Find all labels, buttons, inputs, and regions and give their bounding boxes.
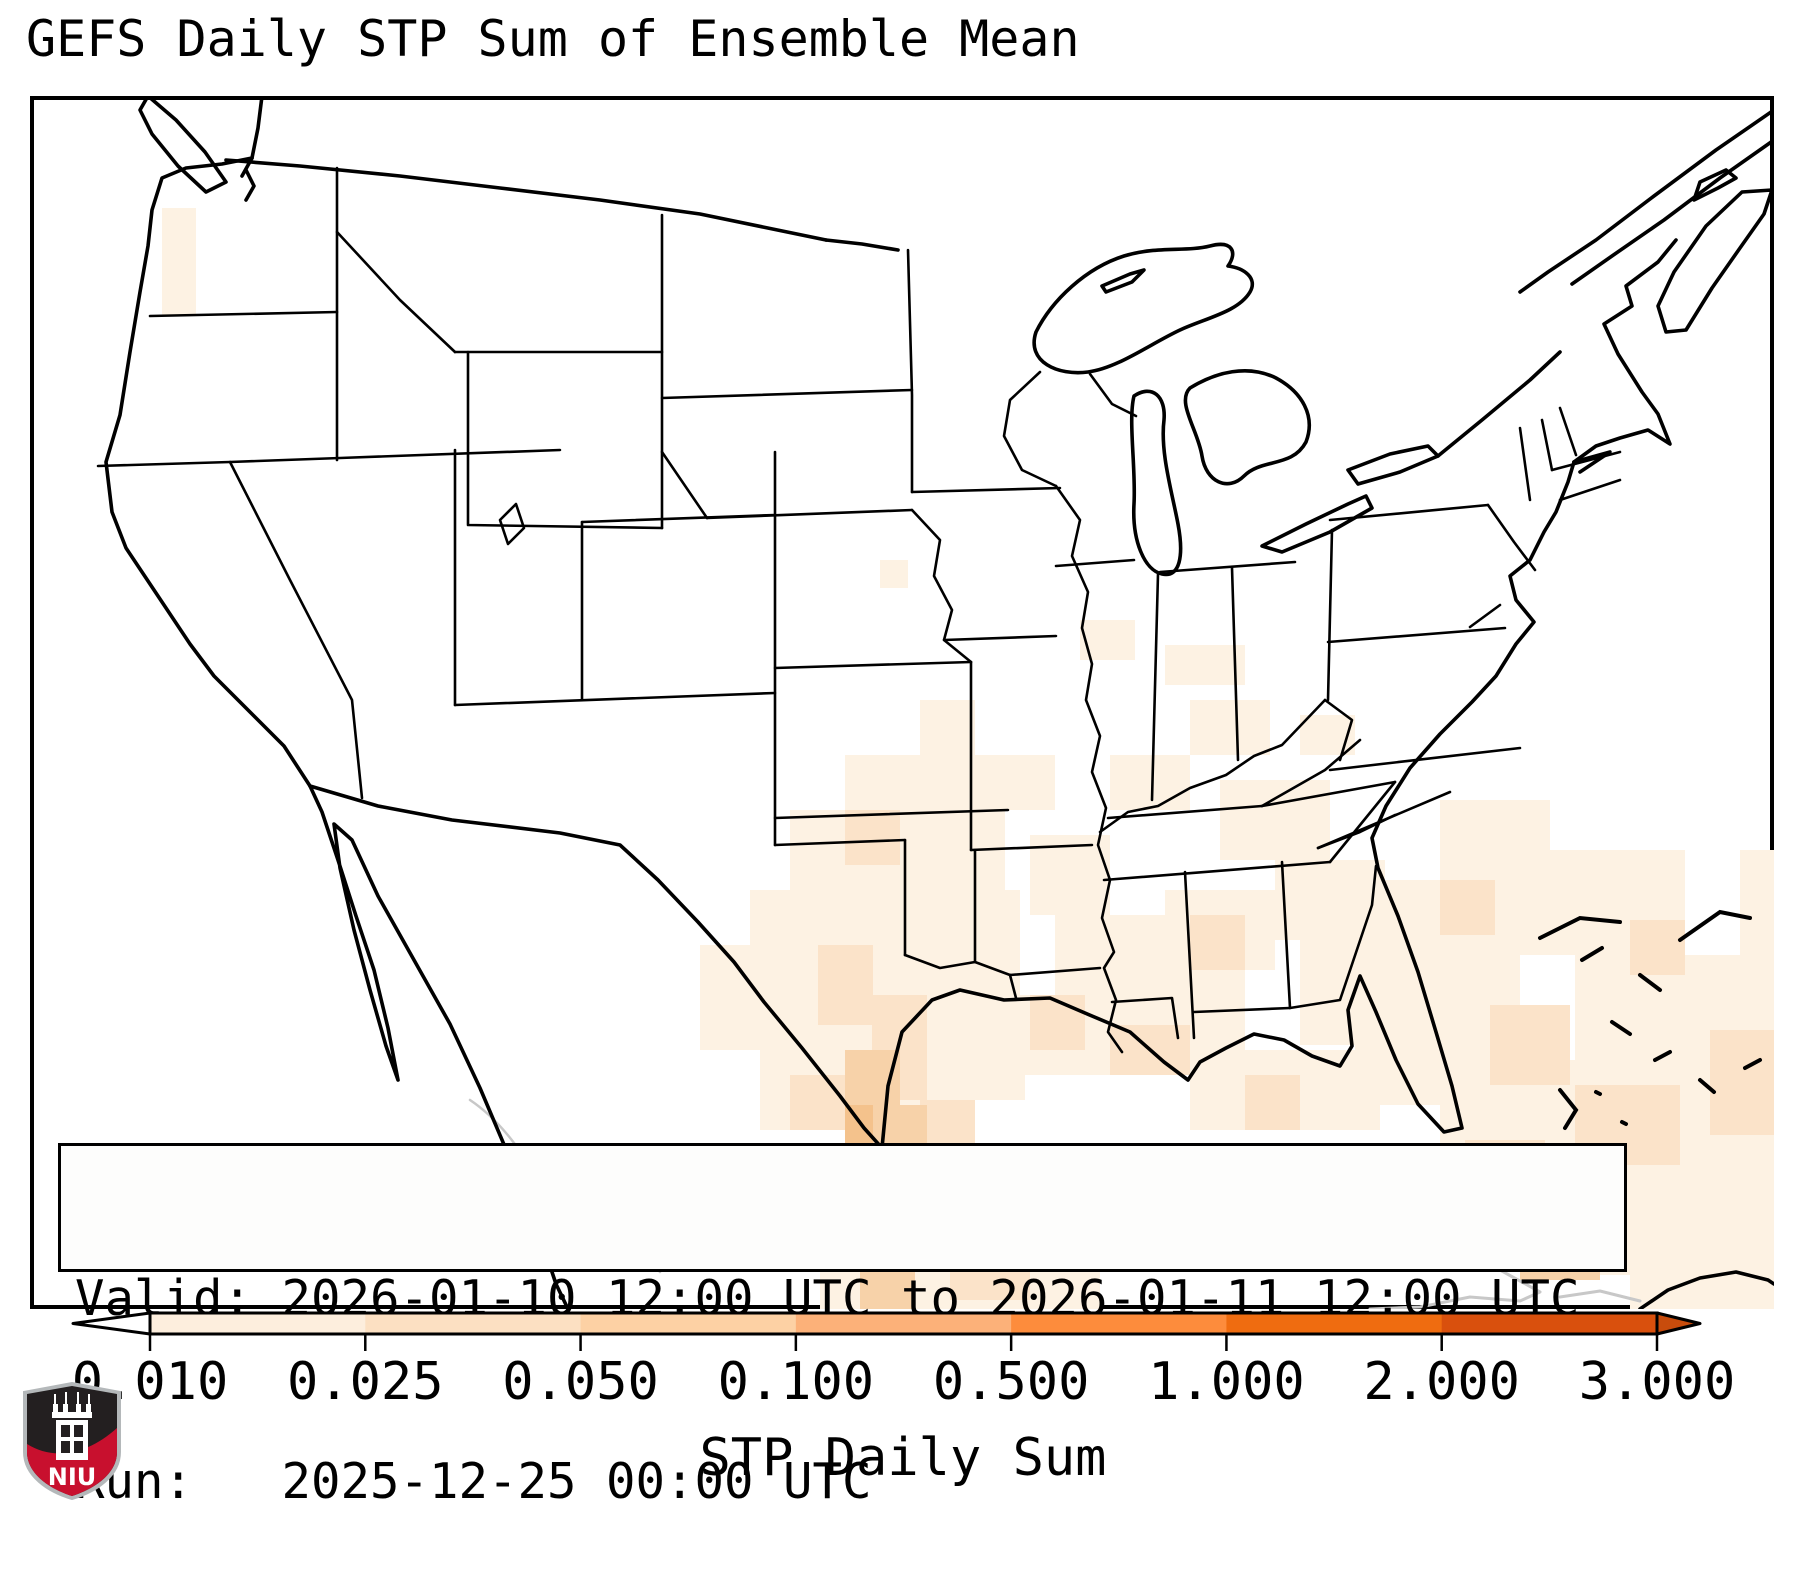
colorbar-tick-label: 0.050: [502, 1352, 659, 1412]
colorbar-tick-label: 0.100: [717, 1352, 875, 1412]
niu-logo: NIU: [23, 1382, 121, 1500]
bahamas-islands: [1538, 909, 1762, 1130]
stp-cell: [920, 700, 975, 755]
stp-cell: [880, 560, 908, 588]
stp-cell: [162, 208, 196, 316]
colorbar-tick-label: 2.000: [1363, 1352, 1520, 1412]
colorbar-tick-label: 1.000: [1148, 1352, 1305, 1412]
stp-cell: [1630, 920, 1685, 975]
colorbar-segment: [365, 1313, 582, 1334]
stp-cell: [1165, 645, 1245, 685]
castle-windows: [61, 1425, 83, 1453]
stp-cell: [920, 1100, 975, 1148]
stp-cell: [1030, 835, 1110, 915]
colorbar: [71, 1311, 1702, 1351]
stp-cell: [975, 755, 1055, 810]
colorbar-segment: [580, 1313, 797, 1334]
stp-cell: [1190, 915, 1245, 970]
colorbar-segments: [150, 1313, 1658, 1334]
stp-cell: [818, 945, 873, 1025]
niu-logo-text: NIU: [48, 1463, 97, 1491]
stp-cell: [872, 1105, 927, 1148]
info-box: Valid: 2026-01-10 12:00 UTC to 2026-01-1…: [58, 1143, 1627, 1510]
colorbar-outline: [148, 1311, 1659, 1336]
coastlines: [104, 96, 1774, 1309]
stp-cell: [1245, 1075, 1300, 1130]
colorbar-tick-label: 0.500: [932, 1352, 1090, 1412]
map-svg: [96, 96, 1774, 1309]
stp-cell: [845, 810, 900, 865]
colorbar-tick-label: 0.025: [287, 1352, 444, 1412]
colorbar-segment: [1226, 1313, 1443, 1334]
stp-cell: [1490, 1005, 1570, 1085]
stp-cell: [1440, 880, 1495, 935]
colorbar-under-arrow: [71, 1311, 152, 1336]
stp-cell: [1110, 755, 1190, 810]
stp-cell: [1300, 715, 1355, 755]
stp-cell: [860, 1270, 915, 1309]
colorbar-segment: [1011, 1313, 1228, 1334]
stp-cell: [1630, 1195, 1774, 1309]
stp-cell: [1275, 860, 1385, 940]
map-canvas: [30, 96, 1774, 1309]
stp-cell: [700, 945, 810, 1050]
figure: { "title": "GEFS Daily STP Sum of Ensemb…: [23, 10, 1774, 1510]
figure-title: GEFS Daily STP Sum of Ensemble Mean: [26, 10, 1080, 68]
colorbar-tick-label: 3.000: [1578, 1352, 1736, 1412]
state-borders: [96, 166, 1622, 1054]
colorbar-ticks: [148, 1334, 1659, 1351]
stp-cell: [845, 1105, 873, 1148]
colorbar-segment: [1441, 1313, 1658, 1334]
stp-cell: [845, 755, 975, 810]
stp-cell: [790, 1075, 845, 1130]
stp-cell: [1190, 700, 1270, 755]
stp-cell: [1030, 995, 1085, 1050]
colorbar-segment: [150, 1313, 366, 1334]
colorbar-over-arrow: [1655, 1311, 1702, 1336]
stp-cell: [1710, 1030, 1774, 1135]
stp-cell: [1220, 780, 1330, 860]
stp-cell: [1740, 850, 1774, 955]
colorbar-label: STP Daily Sum: [699, 1428, 1107, 1488]
colorbar-segment: [795, 1313, 1012, 1334]
